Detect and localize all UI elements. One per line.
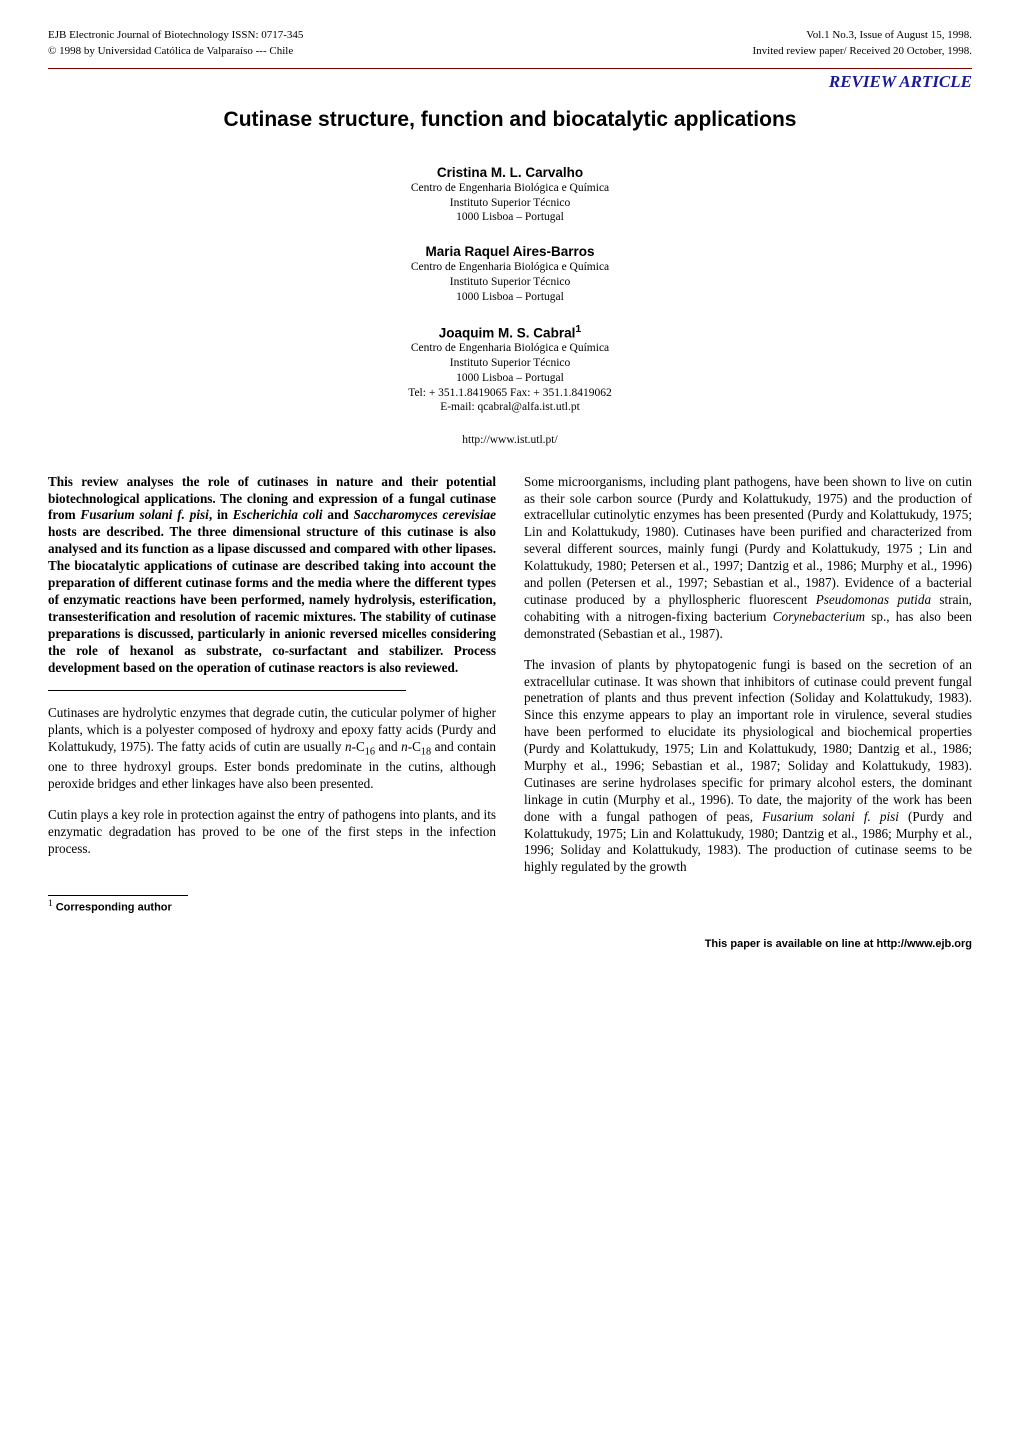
- author-name-2: Joaquim M. S. Cabral: [439, 325, 576, 340]
- abstract-it3: Saccharomyces cerevisiae: [353, 507, 496, 522]
- p1-t3: -C: [408, 739, 421, 754]
- institution-url: http://www.ist.utl.pt/: [48, 433, 972, 448]
- p3-it1: Pseudomonas putida: [816, 592, 931, 607]
- affil-0-0: Centro de Engenharia Biológica e Química: [48, 181, 972, 196]
- body-para-3: Some microorganisms, including plant pat…: [524, 474, 972, 643]
- footnote-sup: 1: [48, 898, 53, 909]
- abstract-t2: and: [323, 507, 354, 522]
- p3-t0: Some microorganisms, including plant pat…: [524, 474, 972, 607]
- review-article-label: REVIEW ARTICLE: [48, 71, 972, 93]
- p1-t1: -C: [352, 739, 365, 754]
- header-left-2: © 1998 by Universidad Católica de Valpar…: [48, 44, 293, 58]
- abstract-t1: , in: [209, 507, 233, 522]
- footnote: 1 Corresponding author: [48, 898, 972, 915]
- abstract-it1: Fusarium solani f. pisi: [80, 507, 208, 522]
- p1-t2: and: [375, 739, 401, 754]
- p1-n1: n: [345, 739, 352, 754]
- header-rule: [48, 68, 972, 69]
- body-columns: This review analyses the role of cutinas…: [48, 474, 972, 881]
- author-block-2: Joaquim M. S. Cabral1 Centro de Engenhar…: [48, 323, 972, 415]
- author-block-0: Cristina M. L. Carvalho Centro de Engenh…: [48, 164, 972, 225]
- footnote-label-text: Corresponding author: [56, 901, 172, 913]
- abstract: This review analyses the role of cutinas…: [48, 474, 496, 677]
- journal-header: EJB Electronic Journal of Biotechnology …: [48, 28, 972, 58]
- abstract-t3: hosts are described. The three dimension…: [48, 524, 496, 674]
- footnote-rule: [48, 895, 188, 896]
- p4-it1: Fusarium solani f. pisi: [762, 809, 899, 824]
- author-name-1: Maria Raquel Aires-Barros: [48, 243, 972, 260]
- affil-2-0: Centro de Engenharia Biológica e Química: [48, 341, 972, 356]
- p3-it2: Corynebacterium: [773, 609, 865, 624]
- affil-2-3: Tel: + 351.1.8419065 Fax: + 351.1.841906…: [48, 386, 972, 401]
- p1-s2: 18: [421, 747, 431, 758]
- affil-2-1: Instituto Superior Técnico: [48, 356, 972, 371]
- p1-n2: n: [401, 739, 408, 754]
- header-right-1: Vol.1 No.3, Issue of August 15, 1998.: [806, 28, 972, 42]
- body-para-1: Cutinases are hydrolytic enzymes that de…: [48, 705, 496, 792]
- affil-2-4: E-mail: qcabral@alfa.ist.utl.pt: [48, 400, 972, 415]
- p4-t0: The invasion of plants by phytopatogenic…: [524, 657, 972, 824]
- page-footer: This paper is available on line at http:…: [48, 937, 972, 951]
- affil-2-2: 1000 Lisboa – Portugal: [48, 371, 972, 386]
- author-block-1: Maria Raquel Aires-Barros Centro de Enge…: [48, 243, 972, 304]
- p1-s1: 16: [365, 747, 375, 758]
- affil-1-0: Centro de Engenharia Biológica e Química: [48, 260, 972, 275]
- author-name-0: Cristina M. L. Carvalho: [48, 164, 972, 181]
- author-sup-2: 1: [575, 323, 581, 335]
- abstract-divider: [48, 690, 406, 691]
- header-right-2: Invited review paper/ Received 20 Octobe…: [753, 44, 972, 58]
- abstract-it2: Escherichia coli: [233, 507, 323, 522]
- body-para-2: Cutin plays a key role in protection aga…: [48, 807, 496, 858]
- affil-1-1: Instituto Superior Técnico: [48, 275, 972, 290]
- affil-1-2: 1000 Lisboa – Portugal: [48, 290, 972, 305]
- affil-0-2: 1000 Lisboa – Portugal: [48, 210, 972, 225]
- affil-0-1: Instituto Superior Técnico: [48, 196, 972, 211]
- paper-title: Cutinase structure, function and biocata…: [48, 107, 972, 134]
- body-para-4: The invasion of plants by phytopatogenic…: [524, 657, 972, 877]
- header-left-1: EJB Electronic Journal of Biotechnology …: [48, 28, 303, 42]
